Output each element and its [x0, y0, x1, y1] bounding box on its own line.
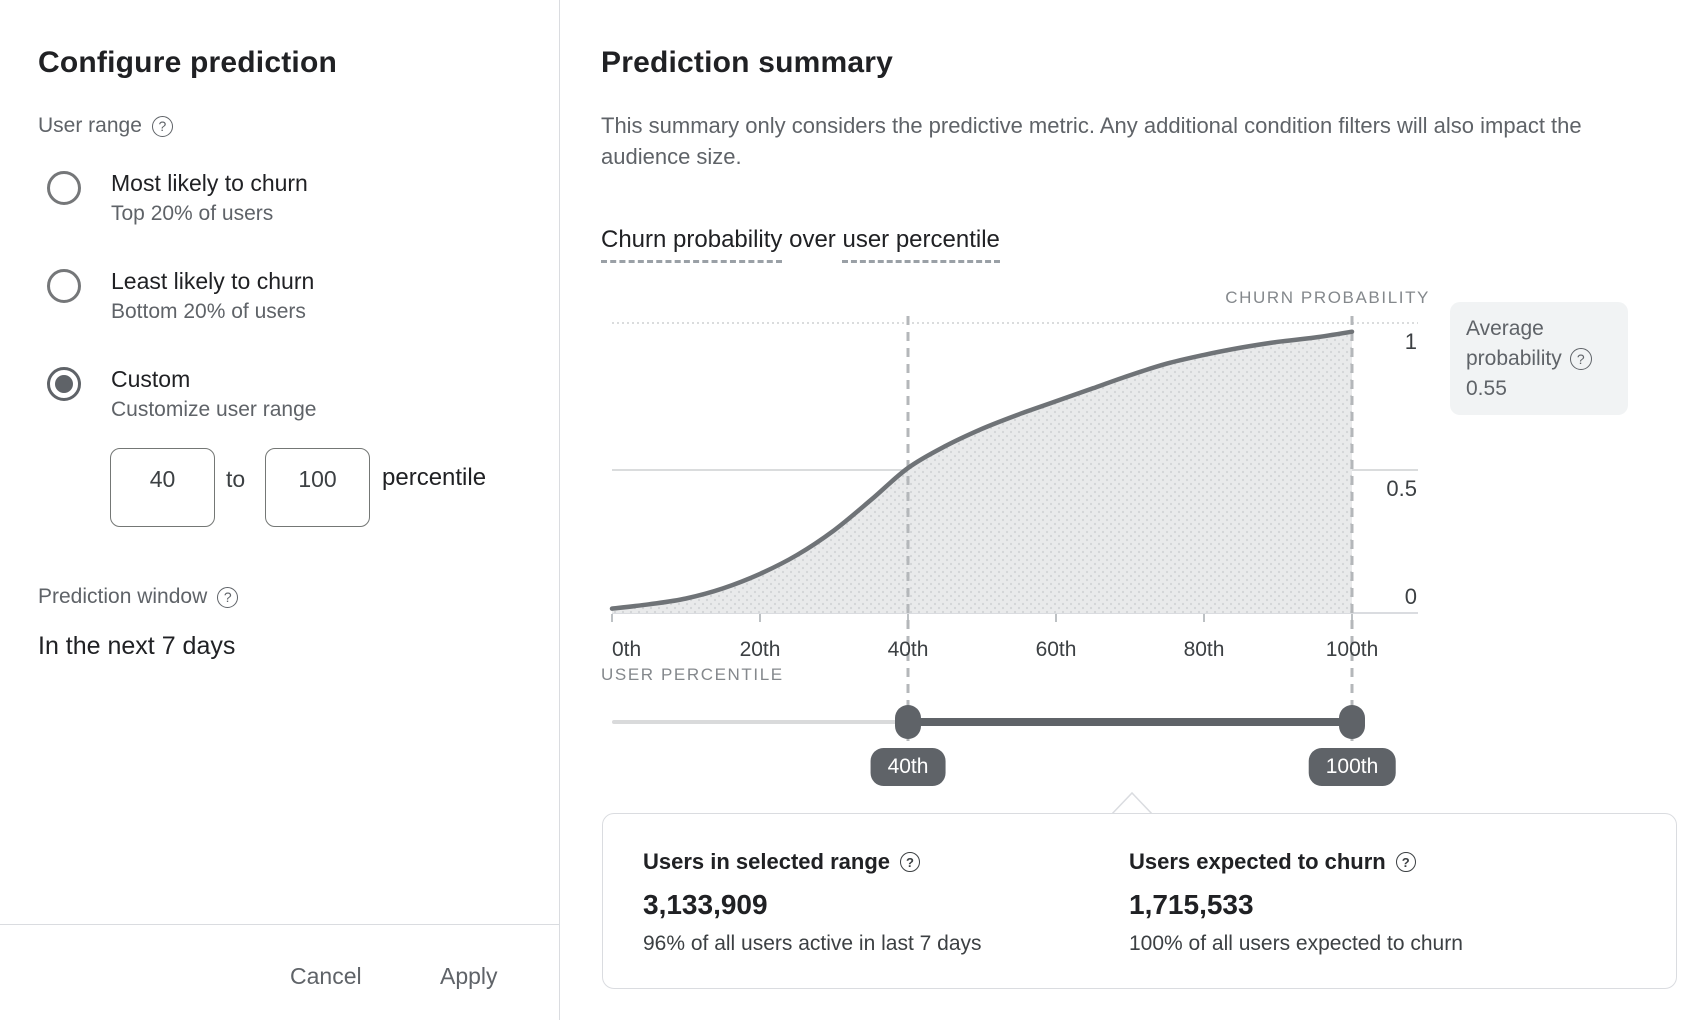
stat-label: Users in selected range: [643, 849, 891, 874]
cancel-button[interactable]: Cancel: [290, 963, 362, 989]
option-description: Top 20% of users: [111, 202, 274, 225]
slider-track[interactable]: [612, 720, 908, 724]
stat-value: 1,715,533: [1129, 889, 1254, 920]
radio-unselected-icon[interactable]: [47, 171, 81, 205]
x-tick-label: 20th: [739, 638, 781, 661]
x-tick-label: 40th: [887, 638, 929, 661]
option-label: Least likely to churn: [111, 268, 315, 294]
help-icon[interactable]: ?: [900, 852, 921, 872]
help-icon[interactable]: ?: [1395, 852, 1416, 872]
chart-title: Churn probability over user percentile: [601, 226, 1000, 263]
y-tick-label-1: 1: [1404, 329, 1417, 354]
stat-description: 100% of all users expected to churn: [1129, 932, 1463, 955]
chart-svg: [609, 316, 1418, 817]
churn-probability-area: [612, 331, 1352, 613]
option-description: Customize user range: [111, 398, 317, 421]
option-label: Most likely to churn: [111, 170, 308, 196]
x-axis-caption: USER PERCENTILE: [601, 665, 784, 684]
y-tick-label-0.5: 0.5: [1386, 476, 1417, 501]
page-title: Configure prediction: [38, 46, 337, 79]
x-tick-marks: [611, 614, 1353, 622]
chart-title-term-churn-probability[interactable]: Churn probability: [601, 226, 783, 263]
average-probability-line2: probability: [1466, 347, 1562, 370]
percentile-to-input[interactable]: [265, 448, 370, 527]
radio-selected-icon[interactable]: [47, 367, 81, 401]
slider-end-value-pill: 100th: [1308, 748, 1396, 786]
x-tick-label: 0th: [612, 638, 642, 661]
prediction-window-label: Prediction window: [38, 585, 208, 608]
stat-users-expected-to-churn: Users expected to churn ? 1,715,533 100%…: [1129, 849, 1463, 956]
apply-button[interactable]: Apply: [440, 963, 498, 989]
option-description: Bottom 20% of users: [111, 300, 306, 323]
stat-value: 3,133,909: [643, 889, 768, 920]
slider-start-value-pill: 40th: [870, 748, 946, 786]
user-range-option-most-likely[interactable]: Most likely to churn Top 20% of users: [47, 168, 308, 229]
radio-unselected-icon[interactable]: [47, 269, 81, 303]
footer-divider: [0, 924, 559, 925]
x-tick-label: 100th: [1325, 638, 1379, 661]
percentile-from-input[interactable]: [110, 448, 215, 527]
stat-description: 96% of all users active in last 7 days: [643, 932, 982, 955]
y-axis-caption: CHURN PROBABILITY: [1225, 288, 1430, 307]
stat-label: Users expected to churn: [1129, 849, 1386, 874]
percentile-unit-label: percentile: [382, 464, 487, 491]
prediction-window-section-label: Prediction window ?: [38, 585, 239, 609]
user-range-section-label: User range ?: [38, 114, 173, 138]
slider-handle-end[interactable]: [1339, 705, 1365, 739]
to-label: to: [226, 466, 246, 492]
stat-users-in-range: Users in selected range ? 3,133,909 96% …: [643, 849, 982, 956]
x-tick-label: 80th: [1183, 638, 1225, 661]
card-notch-border: [1109, 791, 1155, 817]
panel-separator: [559, 0, 560, 1020]
chart-title-term-user-percentile[interactable]: user percentile: [842, 226, 1000, 263]
x-tick-label: 60th: [1035, 638, 1077, 661]
user-range-option-custom[interactable]: Custom Customize user range: [47, 364, 316, 425]
prediction-window-value: In the next 7 days: [38, 632, 236, 660]
churn-probability-curve: [609, 329, 1355, 611]
user-range-label: User range: [38, 114, 142, 137]
summary-title: Prediction summary: [601, 46, 894, 79]
user-range-option-least-likely[interactable]: Least likely to churn Bottom 20% of user…: [47, 266, 314, 327]
y-tick-label-0: 0: [1404, 584, 1417, 609]
option-label: Custom: [111, 366, 191, 392]
help-icon[interactable]: ?: [217, 586, 239, 608]
card-notch: [1110, 793, 1154, 816]
average-probability-box: Average probability ? 0.55: [1450, 302, 1628, 415]
slider-handle-start[interactable]: [895, 705, 921, 739]
average-probability-line1: Average: [1466, 317, 1544, 340]
chart-title-connector: over: [782, 226, 843, 253]
help-icon[interactable]: ?: [1569, 348, 1592, 370]
churn-probability-chart: CHURN PROBABILITY USER PERCENTILE 1 0.5 …: [561, 270, 1461, 830]
slider-selected-track[interactable]: [908, 718, 1352, 726]
help-icon[interactable]: ?: [151, 115, 173, 137]
stats-card: Users in selected range ? 3,133,909 96% …: [602, 813, 1677, 989]
average-probability-value: 0.55: [1466, 377, 1507, 400]
summary-description: This summary only considers the predicti…: [601, 113, 1582, 169]
